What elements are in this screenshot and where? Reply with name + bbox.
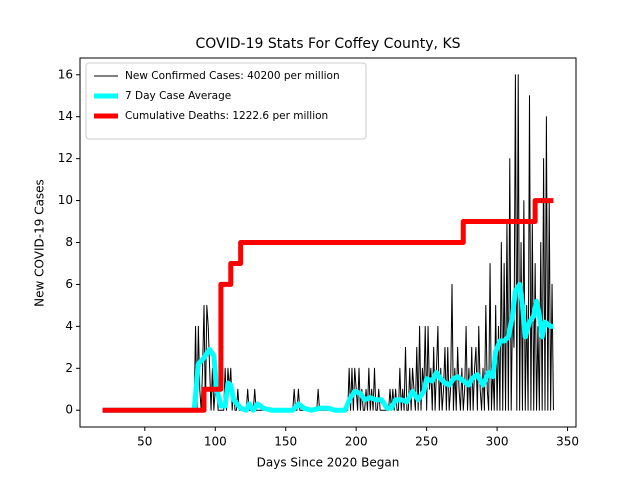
y-tick-label: 0 <box>65 403 73 417</box>
legend-label: Cumulative Deaths: 1222.6 per million <box>125 110 328 122</box>
plot-frame <box>79 57 577 428</box>
y-tick-label: 2 <box>65 361 73 375</box>
x-tick-label: 300 <box>486 435 509 449</box>
x-axis-label: Days Since 2020 Began <box>257 456 400 470</box>
y-axis-label: New COVID-19 Cases <box>33 179 47 307</box>
legend-label: New Confirmed Cases: 40200 per million <box>125 70 340 82</box>
legend-label: 7 Day Case Average <box>125 90 231 102</box>
x-tick-label: 200 <box>345 435 368 449</box>
y-tick-label: 10 <box>58 193 73 207</box>
legend-box <box>85 62 367 140</box>
x-tick-label: 250 <box>415 435 438 449</box>
y-tick-label: 16 <box>58 67 73 81</box>
y-tick-label: 8 <box>65 235 73 249</box>
y-tick-label: 6 <box>65 277 73 291</box>
x-tick-label: 350 <box>556 435 579 449</box>
series-line <box>102 198 554 413</box>
x-tick-label: 100 <box>204 435 227 449</box>
x-tick-label: 150 <box>274 435 297 449</box>
y-tick-label: 14 <box>58 109 73 123</box>
x-tick-label: 50 <box>137 435 152 449</box>
chart-title: COVID-19 Stats For Coffey County, KS <box>195 36 460 52</box>
y-tick-label: 12 <box>58 151 73 165</box>
series-line <box>102 281 554 413</box>
y-tick-label: 4 <box>65 319 73 333</box>
